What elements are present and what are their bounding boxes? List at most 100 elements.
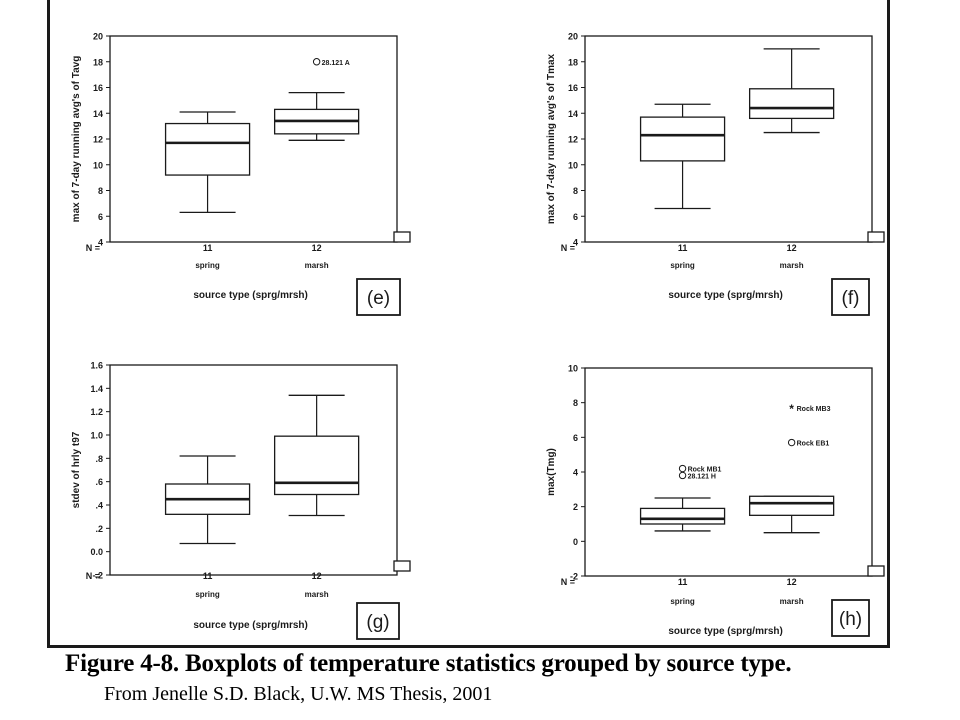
category-label: marsh: [780, 261, 804, 270]
x-axis-label: source type (sprg/mrsh): [668, 290, 782, 301]
outlier-label: 28.121 H: [688, 473, 716, 480]
y-tick-label: 14: [93, 109, 103, 119]
panel-label: (g): [366, 612, 389, 633]
figure-caption: Figure 4-8. Boxplots of temperature stat…: [65, 650, 792, 677]
iqr-box: [748, 88, 835, 120]
plot-area: [109, 364, 398, 576]
panel-label: (f): [842, 288, 860, 309]
y-axis-label: max of 7-day running avg's of Tmax: [546, 53, 557, 224]
y-tick-label: 18: [93, 57, 103, 67]
outlier-label: 28.121 A: [322, 60, 350, 67]
y-tick-label: 20: [568, 32, 578, 42]
y-axis-label: stdev of hrly t97: [71, 431, 82, 508]
boxplot-panel-h: -2 0 2 4 6 8 10 max(Tmg) N = 11 spring 12 marsh sourc…: [546, 364, 885, 637]
panel-square-marker: [393, 560, 411, 572]
y-tick-label: 10: [93, 160, 103, 170]
panel-label: (e): [367, 288, 390, 309]
panel-square-marker: [867, 231, 885, 243]
y-tick-label: .6: [95, 477, 103, 487]
n-value: 11: [203, 571, 213, 581]
boxplot-panel-f: 4 6 8 10 12 14 16 18 20 max of 7-day running avg'…: [546, 32, 885, 316]
x-axis-label: source type (sprg/mrsh): [668, 626, 782, 637]
y-tick-label: 10: [568, 160, 578, 170]
y-tick-label: 14: [568, 109, 578, 119]
y-tick-label: 16: [568, 83, 578, 93]
category-label: spring: [195, 261, 220, 270]
y-tick-label: 1.4: [90, 384, 103, 394]
y-tick-label: 1.6: [90, 361, 103, 371]
y-axis-label: max(Tmg): [546, 448, 557, 496]
y-tick-label: 6: [573, 212, 578, 222]
n-value: 11: [678, 243, 688, 253]
category-label: spring: [670, 597, 695, 606]
outlier-marker: [678, 464, 687, 473]
y-tick-label: .4: [95, 501, 103, 511]
y-axis-label: max of 7-day running avg's of Tavg: [71, 56, 82, 223]
y-tick-label: 18: [568, 57, 578, 67]
n-value: 12: [787, 243, 797, 253]
n-value: 12: [312, 243, 322, 253]
panel-square-marker: [393, 231, 411, 243]
iqr-box: [273, 435, 360, 496]
y-tick-label: 8: [98, 186, 103, 196]
iqr-box: [164, 122, 251, 176]
category-label: marsh: [305, 261, 329, 270]
outlier-label: Rock MB3: [797, 406, 831, 413]
y-tick-label: 0.0: [90, 547, 103, 557]
y-tick-label: .2: [95, 524, 103, 534]
n-value: 12: [312, 571, 322, 581]
outlier-label: Rock EB1: [797, 441, 830, 448]
boxplot-panel-g: -.2 0.0 .2 .4 .6 .8 1.0 1.2 1.4 1.6 stdev of hrly …: [71, 361, 411, 640]
y-tick-label: 2: [573, 502, 578, 512]
y-tick-label: 12: [93, 135, 103, 145]
outlier-label: Rock MB1: [688, 467, 722, 474]
iqr-box: [639, 116, 726, 162]
y-tick-label: 20: [93, 32, 103, 42]
iqr-box: [748, 495, 835, 516]
figure-frame: [47, 0, 890, 648]
y-tick-label: 0: [573, 537, 578, 547]
category-label: spring: [670, 261, 695, 270]
y-tick-label: 16: [93, 83, 103, 93]
panel-label-box: [831, 599, 870, 637]
plot-area: [109, 35, 398, 243]
panel-label: (h): [839, 609, 862, 630]
boxplot-panel-e: 4 6 8 10 12 14 16 18 20 max of 7-day running avg'…: [71, 32, 411, 316]
x-axis-label: source type (sprg/mrsh): [193, 620, 307, 631]
n-value: 11: [678, 577, 688, 587]
iqr-box: [639, 507, 726, 525]
y-tick-label: 8: [573, 398, 578, 408]
y-tick-label: 4: [573, 238, 578, 248]
n-value: 11: [203, 243, 213, 253]
y-tick-label: 1.2: [90, 407, 103, 417]
y-tick-label: 8: [573, 186, 578, 196]
category-label: marsh: [780, 597, 804, 606]
y-tick-label: 12: [568, 135, 578, 145]
x-axis-label: source type (sprg/mrsh): [193, 290, 307, 301]
y-tick-label: 4: [573, 468, 578, 478]
panel-label-box: [831, 278, 870, 316]
y-tick-label: 6: [98, 212, 103, 222]
y-tick-label: 10: [568, 364, 578, 374]
outlier-marker: [678, 471, 687, 480]
panel-label-box: [356, 602, 400, 640]
n-label: N =: [561, 243, 575, 253]
category-label: marsh: [305, 590, 329, 599]
y-tick-label: 4: [98, 238, 103, 248]
panel-square-marker: [867, 565, 885, 577]
outlier-marker: [312, 58, 321, 66]
n-label: N =: [86, 243, 100, 253]
n-label: N =: [561, 577, 575, 587]
y-tick-label: 6: [573, 433, 578, 443]
plot-area: [584, 367, 873, 577]
y-tick-label: .8: [95, 454, 103, 464]
extreme-marker: *: [789, 402, 794, 416]
outlier-marker: [787, 438, 796, 447]
figure-credit: From Jenelle S.D. Black, U.W. MS Thesis,…: [104, 683, 493, 705]
y-tick-label: -2: [570, 572, 578, 582]
category-label: spring: [195, 590, 220, 599]
plot-area: [584, 35, 873, 243]
n-label: N =: [86, 571, 100, 581]
y-tick-label: 1.0: [90, 431, 103, 441]
